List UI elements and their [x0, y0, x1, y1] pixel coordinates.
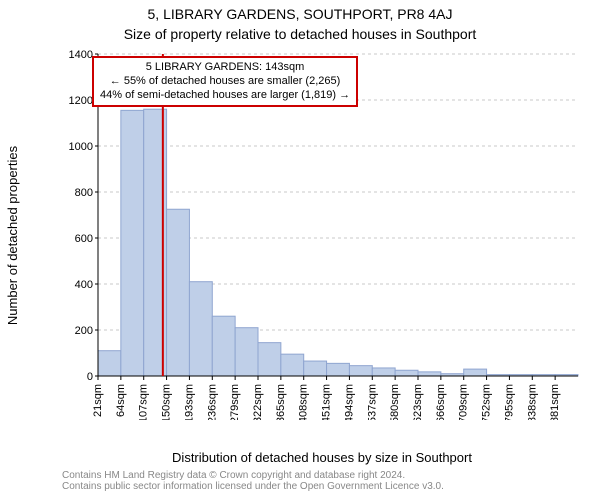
chart-title-address: 5, LIBRARY GARDENS, SOUTHPORT, PR8 4AJ: [0, 6, 600, 22]
x-tick-label: 752sqm: [481, 384, 493, 420]
y-tick-label: 800: [75, 187, 93, 199]
histogram-bar: [281, 354, 304, 376]
histogram-bar: [167, 209, 190, 376]
x-tick-label: 537sqm: [366, 384, 378, 420]
annotation-line1: 5 LIBRARY GARDENS: 143sqm: [100, 61, 350, 75]
annotation-box: 5 LIBRARY GARDENS: 143sqm ← 55% of detac…: [92, 56, 358, 107]
x-tick-label: 408sqm: [298, 384, 310, 420]
x-tick-label: 580sqm: [389, 384, 401, 420]
y-tick-label: 400: [75, 279, 93, 291]
y-tick-label: 1000: [69, 141, 93, 153]
chart-container: 5, LIBRARY GARDENS, SOUTHPORT, PR8 4AJ S…: [0, 0, 600, 500]
histogram-bar: [235, 328, 258, 376]
x-tick-label: 107sqm: [138, 384, 150, 420]
histogram-bar: [98, 351, 121, 376]
histogram-bar: [212, 316, 235, 376]
x-tick-label: 881sqm: [549, 384, 561, 420]
y-tick-label: 1200: [69, 95, 93, 107]
histogram-bar: [395, 370, 418, 376]
x-tick-label: 451sqm: [321, 384, 333, 420]
x-tick-label: 365sqm: [275, 384, 287, 420]
annotation-line3: 44% of semi-detached houses are larger (…: [100, 89, 350, 103]
x-tick-label: 150sqm: [161, 384, 173, 420]
y-tick-label: 0: [87, 371, 93, 383]
histogram-bar: [464, 369, 487, 376]
histogram-bar: [372, 368, 395, 376]
x-tick-label: 494sqm: [343, 384, 355, 420]
y-tick-label: 200: [75, 325, 93, 337]
y-tick-label: 1400: [69, 50, 93, 61]
x-tick-label: 709sqm: [458, 384, 470, 420]
histogram-bar: [121, 110, 144, 376]
y-tick-label: 600: [75, 233, 93, 245]
histogram-bar: [258, 343, 281, 376]
x-tick-label: 838sqm: [526, 384, 538, 420]
histogram-bar: [349, 366, 372, 376]
x-tick-label: 322sqm: [252, 384, 264, 420]
histogram-bar: [304, 361, 327, 376]
histogram-bar: [327, 363, 350, 376]
x-tick-label: 795sqm: [503, 384, 515, 420]
annotation-line2: ← 55% of detached houses are smaller (2,…: [100, 75, 350, 89]
x-tick-label: 193sqm: [183, 384, 195, 420]
x-tick-label: 623sqm: [412, 384, 424, 420]
histogram-bar: [189, 282, 212, 376]
x-tick-label: 64sqm: [115, 384, 127, 417]
footer-line2: Contains public sector information licen…: [62, 481, 582, 492]
chart-title-subtitle: Size of property relative to detached ho…: [0, 26, 600, 42]
footer-line1: Contains HM Land Registry data © Crown c…: [62, 470, 582, 481]
x-tick-label: 236sqm: [206, 384, 218, 420]
y-axis-label: Number of detached properties: [6, 50, 20, 420]
x-tick-label: 21sqm: [92, 384, 104, 417]
x-tick-label: 279sqm: [229, 384, 241, 420]
x-tick-label: 666sqm: [435, 384, 447, 420]
footer-attribution: Contains HM Land Registry data © Crown c…: [62, 470, 582, 492]
x-axis-label: Distribution of detached houses by size …: [62, 450, 582, 465]
histogram-bar: [418, 372, 441, 376]
